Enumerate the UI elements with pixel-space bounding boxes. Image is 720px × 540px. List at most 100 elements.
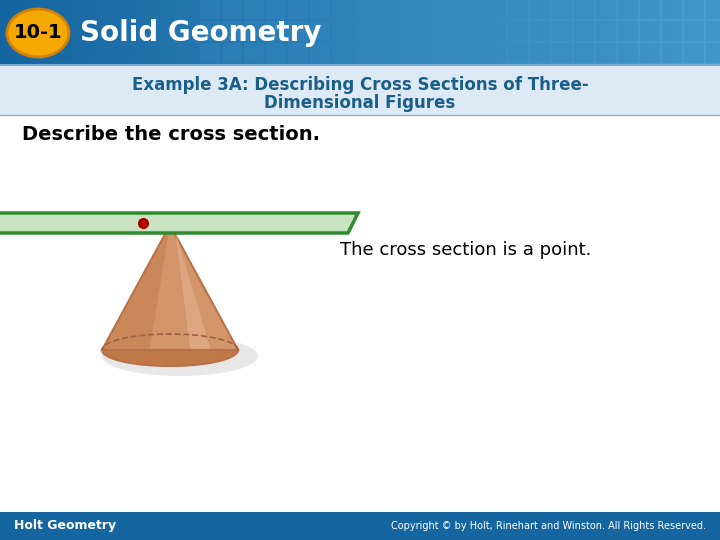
- Bar: [310, 43, 330, 63]
- Polygon shape: [102, 350, 238, 366]
- Bar: [228, 0, 241, 65]
- Bar: [384, 0, 397, 65]
- Polygon shape: [0, 213, 358, 233]
- Bar: [706, 43, 720, 63]
- Bar: [552, 43, 572, 63]
- Bar: [0, 0, 13, 65]
- Bar: [200, 21, 220, 41]
- Bar: [354, 0, 374, 19]
- Bar: [310, 0, 330, 19]
- Bar: [398, 0, 418, 19]
- Bar: [216, 0, 229, 65]
- Text: Example 3A: Describing Cross Sections of Three-: Example 3A: Describing Cross Sections of…: [132, 76, 588, 94]
- Bar: [508, 0, 528, 19]
- Bar: [636, 0, 649, 65]
- Bar: [662, 0, 682, 19]
- Bar: [574, 21, 594, 41]
- Bar: [264, 0, 277, 65]
- Bar: [442, 0, 462, 19]
- Bar: [276, 0, 289, 65]
- Bar: [222, 0, 242, 19]
- Bar: [530, 0, 550, 19]
- Ellipse shape: [102, 336, 258, 376]
- Bar: [240, 0, 253, 65]
- Bar: [464, 43, 484, 63]
- Bar: [244, 0, 264, 19]
- Bar: [192, 0, 205, 65]
- Bar: [504, 0, 517, 65]
- Bar: [552, 21, 572, 41]
- Bar: [442, 21, 462, 41]
- Bar: [508, 21, 528, 41]
- Bar: [332, 21, 352, 41]
- Bar: [530, 43, 550, 63]
- Bar: [486, 21, 506, 41]
- Text: Solid Geometry: Solid Geometry: [80, 19, 322, 47]
- Bar: [72, 0, 85, 65]
- Bar: [618, 43, 638, 63]
- Bar: [300, 0, 313, 65]
- Text: Describe the cross section.: Describe the cross section.: [22, 125, 320, 145]
- Bar: [204, 0, 217, 65]
- Bar: [354, 21, 374, 41]
- Bar: [108, 0, 121, 65]
- Bar: [576, 0, 589, 65]
- Bar: [310, 21, 330, 41]
- Bar: [48, 0, 61, 65]
- Bar: [552, 0, 572, 19]
- Bar: [684, 43, 704, 63]
- Bar: [492, 0, 505, 65]
- Bar: [288, 0, 308, 19]
- Bar: [574, 43, 594, 63]
- Bar: [442, 43, 462, 63]
- Ellipse shape: [7, 9, 69, 57]
- Bar: [662, 43, 682, 63]
- Bar: [332, 0, 352, 19]
- Bar: [684, 21, 704, 41]
- Bar: [96, 0, 109, 65]
- Bar: [648, 0, 661, 65]
- Bar: [588, 0, 601, 65]
- Bar: [706, 0, 720, 19]
- Bar: [420, 0, 433, 65]
- Bar: [662, 21, 682, 41]
- Bar: [684, 0, 704, 19]
- Bar: [0, 65, 720, 115]
- Bar: [596, 43, 616, 63]
- Bar: [708, 0, 720, 65]
- Text: The cross section is a point.: The cross section is a point.: [340, 241, 591, 259]
- Bar: [640, 43, 660, 63]
- Bar: [222, 43, 242, 63]
- Bar: [540, 0, 553, 65]
- Bar: [706, 21, 720, 41]
- Bar: [336, 0, 349, 65]
- Bar: [288, 43, 308, 63]
- Bar: [60, 0, 73, 65]
- Bar: [372, 0, 385, 65]
- Bar: [354, 43, 374, 63]
- Bar: [408, 0, 421, 65]
- Bar: [596, 0, 616, 19]
- Bar: [132, 0, 145, 65]
- Bar: [180, 0, 193, 65]
- Bar: [398, 43, 418, 63]
- Bar: [486, 0, 506, 19]
- Bar: [168, 0, 181, 65]
- Bar: [376, 0, 396, 19]
- Bar: [0, 512, 720, 540]
- Bar: [552, 0, 565, 65]
- Bar: [530, 21, 550, 41]
- Text: Copyright © by Holt, Rinehart and Winston. All Rights Reserved.: Copyright © by Holt, Rinehart and Winsto…: [391, 521, 706, 531]
- Bar: [618, 0, 638, 19]
- Bar: [624, 0, 637, 65]
- Bar: [244, 43, 264, 63]
- Bar: [396, 0, 409, 65]
- Bar: [464, 0, 484, 19]
- Bar: [596, 21, 616, 41]
- Bar: [660, 0, 673, 65]
- Bar: [332, 43, 352, 63]
- Bar: [696, 0, 709, 65]
- Bar: [640, 21, 660, 41]
- Bar: [376, 21, 396, 41]
- Bar: [266, 43, 286, 63]
